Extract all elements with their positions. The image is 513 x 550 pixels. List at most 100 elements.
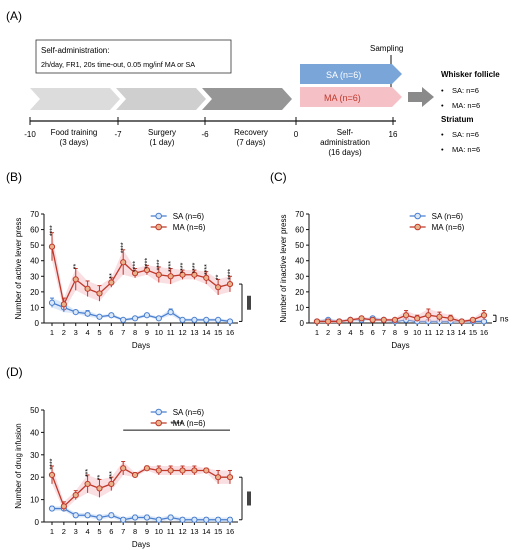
phase-sa-line-3: (16 days) bbox=[328, 148, 362, 157]
y-tick-label: 60 bbox=[295, 226, 304, 235]
significance-label: ** bbox=[97, 474, 104, 480]
significance-label: **** bbox=[144, 258, 151, 269]
y-tick-label: 20 bbox=[295, 288, 304, 297]
y-tick-label: 30 bbox=[30, 272, 39, 281]
legend-marker bbox=[155, 212, 162, 220]
data-point bbox=[131, 315, 139, 322]
data-point bbox=[84, 285, 91, 292]
data-point bbox=[108, 312, 115, 319]
data-point bbox=[96, 313, 103, 320]
data-point bbox=[167, 273, 174, 280]
data-point bbox=[402, 312, 410, 319]
data-point bbox=[155, 271, 162, 278]
data-point bbox=[203, 467, 210, 474]
timeline-tick-label: -10 bbox=[24, 130, 36, 139]
x-tick-label: 5 bbox=[97, 328, 101, 337]
ma-group-arrow bbox=[300, 87, 402, 107]
data-point bbox=[215, 516, 222, 523]
y-tick-label: 70 bbox=[295, 210, 304, 219]
x-tick-label: 6 bbox=[109, 328, 113, 337]
data-point bbox=[203, 274, 210, 281]
data-point bbox=[108, 512, 115, 519]
y-tick-label: 0 bbox=[35, 518, 40, 527]
phase-food-line-2: (3 days) bbox=[60, 138, 89, 147]
phase-recovery-line-1: Recovery bbox=[234, 128, 268, 137]
x-tick-label: 12 bbox=[178, 527, 186, 536]
legend-marker bbox=[155, 419, 162, 427]
data-point bbox=[72, 512, 79, 519]
data-point bbox=[179, 467, 186, 474]
significance-label: **** bbox=[168, 261, 175, 272]
data-point bbox=[226, 318, 234, 325]
outcome-arrow bbox=[408, 87, 434, 107]
data-point bbox=[191, 467, 198, 474]
data-point bbox=[380, 316, 387, 323]
outcome-striatum-bullet-2: • bbox=[441, 145, 444, 154]
data-point bbox=[120, 316, 127, 323]
legend-marker bbox=[155, 408, 162, 416]
data-point bbox=[215, 284, 222, 291]
x-tick-label: 7 bbox=[382, 328, 386, 337]
phase-recovery-line-2: (7 days) bbox=[237, 138, 266, 147]
y-tick-label: 30 bbox=[30, 451, 39, 460]
outcome-whisker-title: Whisker follicle bbox=[441, 70, 500, 79]
data-point bbox=[167, 467, 174, 474]
x-tick-label: 5 bbox=[359, 328, 363, 337]
x-tick-label: 6 bbox=[109, 527, 113, 536]
significance-label: ** bbox=[109, 273, 116, 279]
data-point bbox=[179, 316, 186, 323]
data-point bbox=[143, 465, 151, 472]
group-significance-mark bbox=[247, 491, 251, 506]
data-point bbox=[226, 516, 234, 523]
data-point bbox=[191, 516, 198, 523]
data-point bbox=[108, 480, 115, 488]
data-point bbox=[203, 516, 210, 523]
data-point bbox=[96, 290, 103, 297]
x-tick-label: 8 bbox=[133, 527, 137, 536]
x-tick-label: 12 bbox=[178, 328, 186, 337]
data-point bbox=[436, 313, 443, 320]
data-point bbox=[358, 315, 365, 322]
x-tick-label: 3 bbox=[74, 527, 78, 536]
y-axis-label: Number of active lever press bbox=[14, 218, 23, 320]
x-tick-label: 15 bbox=[469, 328, 477, 337]
x-tick-label: 14 bbox=[458, 328, 466, 337]
y-tick-label: 70 bbox=[30, 210, 39, 219]
data-point bbox=[215, 316, 222, 323]
significance-label: *** bbox=[109, 471, 116, 479]
outcome-striatum-item-2: MA: n=6 bbox=[452, 145, 480, 154]
significance-label: ** bbox=[73, 264, 80, 270]
data-point bbox=[60, 503, 67, 510]
legend-entry: MA (n=6) bbox=[173, 419, 206, 428]
data-point bbox=[369, 316, 376, 323]
significance-label: *** bbox=[85, 469, 92, 477]
y-tick-label: 50 bbox=[295, 241, 304, 250]
panel-label-a: (A) bbox=[6, 9, 22, 23]
data-point bbox=[347, 316, 354, 323]
bracket-label: **** bbox=[170, 420, 182, 429]
x-tick-label: 13 bbox=[190, 328, 198, 337]
group-significance-label: ns bbox=[500, 314, 508, 323]
x-tick-label: 11 bbox=[167, 328, 175, 337]
data-point bbox=[425, 312, 432, 319]
timeline-tick-label: -7 bbox=[114, 130, 122, 139]
y-tick-label: 60 bbox=[30, 226, 39, 235]
x-tick-label: 16 bbox=[226, 328, 234, 337]
data-point bbox=[179, 516, 186, 523]
y-axis-label: Number of inactive lever press bbox=[279, 214, 288, 322]
x-tick-label: 1 bbox=[315, 328, 319, 337]
outcome-whisker-item-2: MA: n=6 bbox=[452, 101, 480, 110]
phase-sa-line-2: administration bbox=[320, 138, 370, 147]
data-point bbox=[60, 301, 67, 308]
protocol-line-1: Self-administration: bbox=[41, 46, 109, 55]
x-tick-label: 6 bbox=[371, 328, 375, 337]
series-line bbox=[52, 507, 230, 521]
data-point bbox=[325, 318, 332, 325]
data-point bbox=[120, 516, 127, 523]
x-tick-label: 9 bbox=[404, 328, 408, 337]
ma-group-label: MA (n=6) bbox=[324, 93, 361, 103]
x-tick-label: 14 bbox=[202, 527, 210, 536]
